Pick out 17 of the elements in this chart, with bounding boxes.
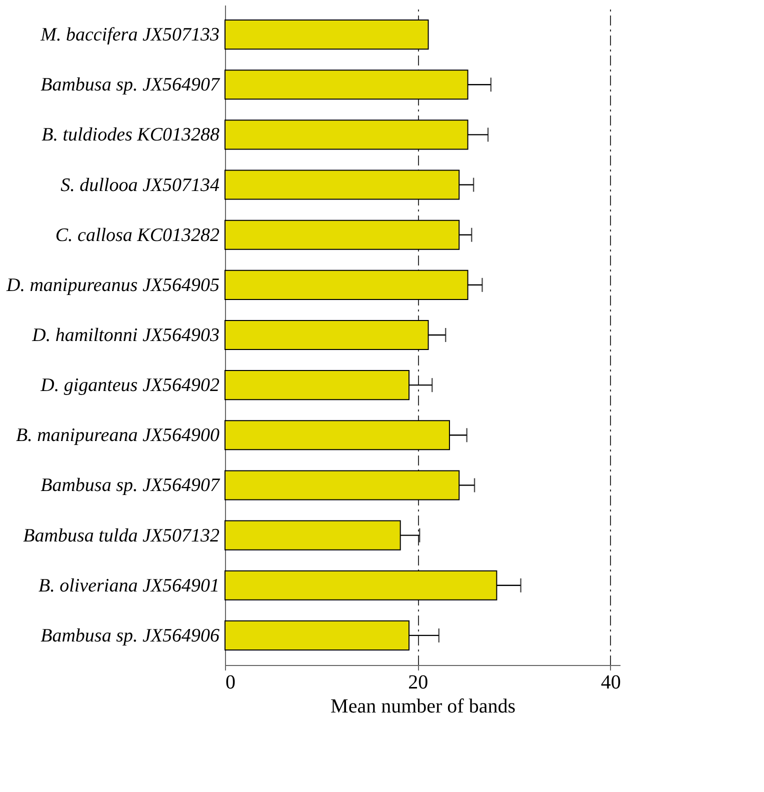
y-tick-label: Bambusa sp. JX564907 [40,475,221,496]
y-tick-label: Bambusa sp. JX564906 [40,625,220,646]
y-tick-label: D. hamiltonni JX564903 [31,325,220,346]
x-axis-title: Mean number of bands [330,696,516,718]
y-tick-label: S. dullooa JX507134 [60,174,220,196]
x-tick-label: 0 [226,672,236,694]
y-tick-label: B. oliveriana JX564901 [38,575,220,596]
y-tick-label: D. manipureanus JX564905 [5,274,220,296]
x-tick-label: 20 [408,672,428,694]
y-tick-label: B. manipureana JX564900 [16,425,220,446]
y-tick-label: M. baccifera JX507133 [40,24,220,46]
y-tick-label: C. callosa KC013282 [55,224,220,246]
y-tick-label: Bambusa tulda JX507132 [23,525,220,546]
y-tick-label: B. tuldiodes KC013288 [42,124,220,146]
y-tick-label: Bambusa sp. JX564907 [40,74,221,96]
y-tick-label: D. giganteus JX564902 [40,375,220,396]
x-tick-label: 40 [600,672,621,694]
